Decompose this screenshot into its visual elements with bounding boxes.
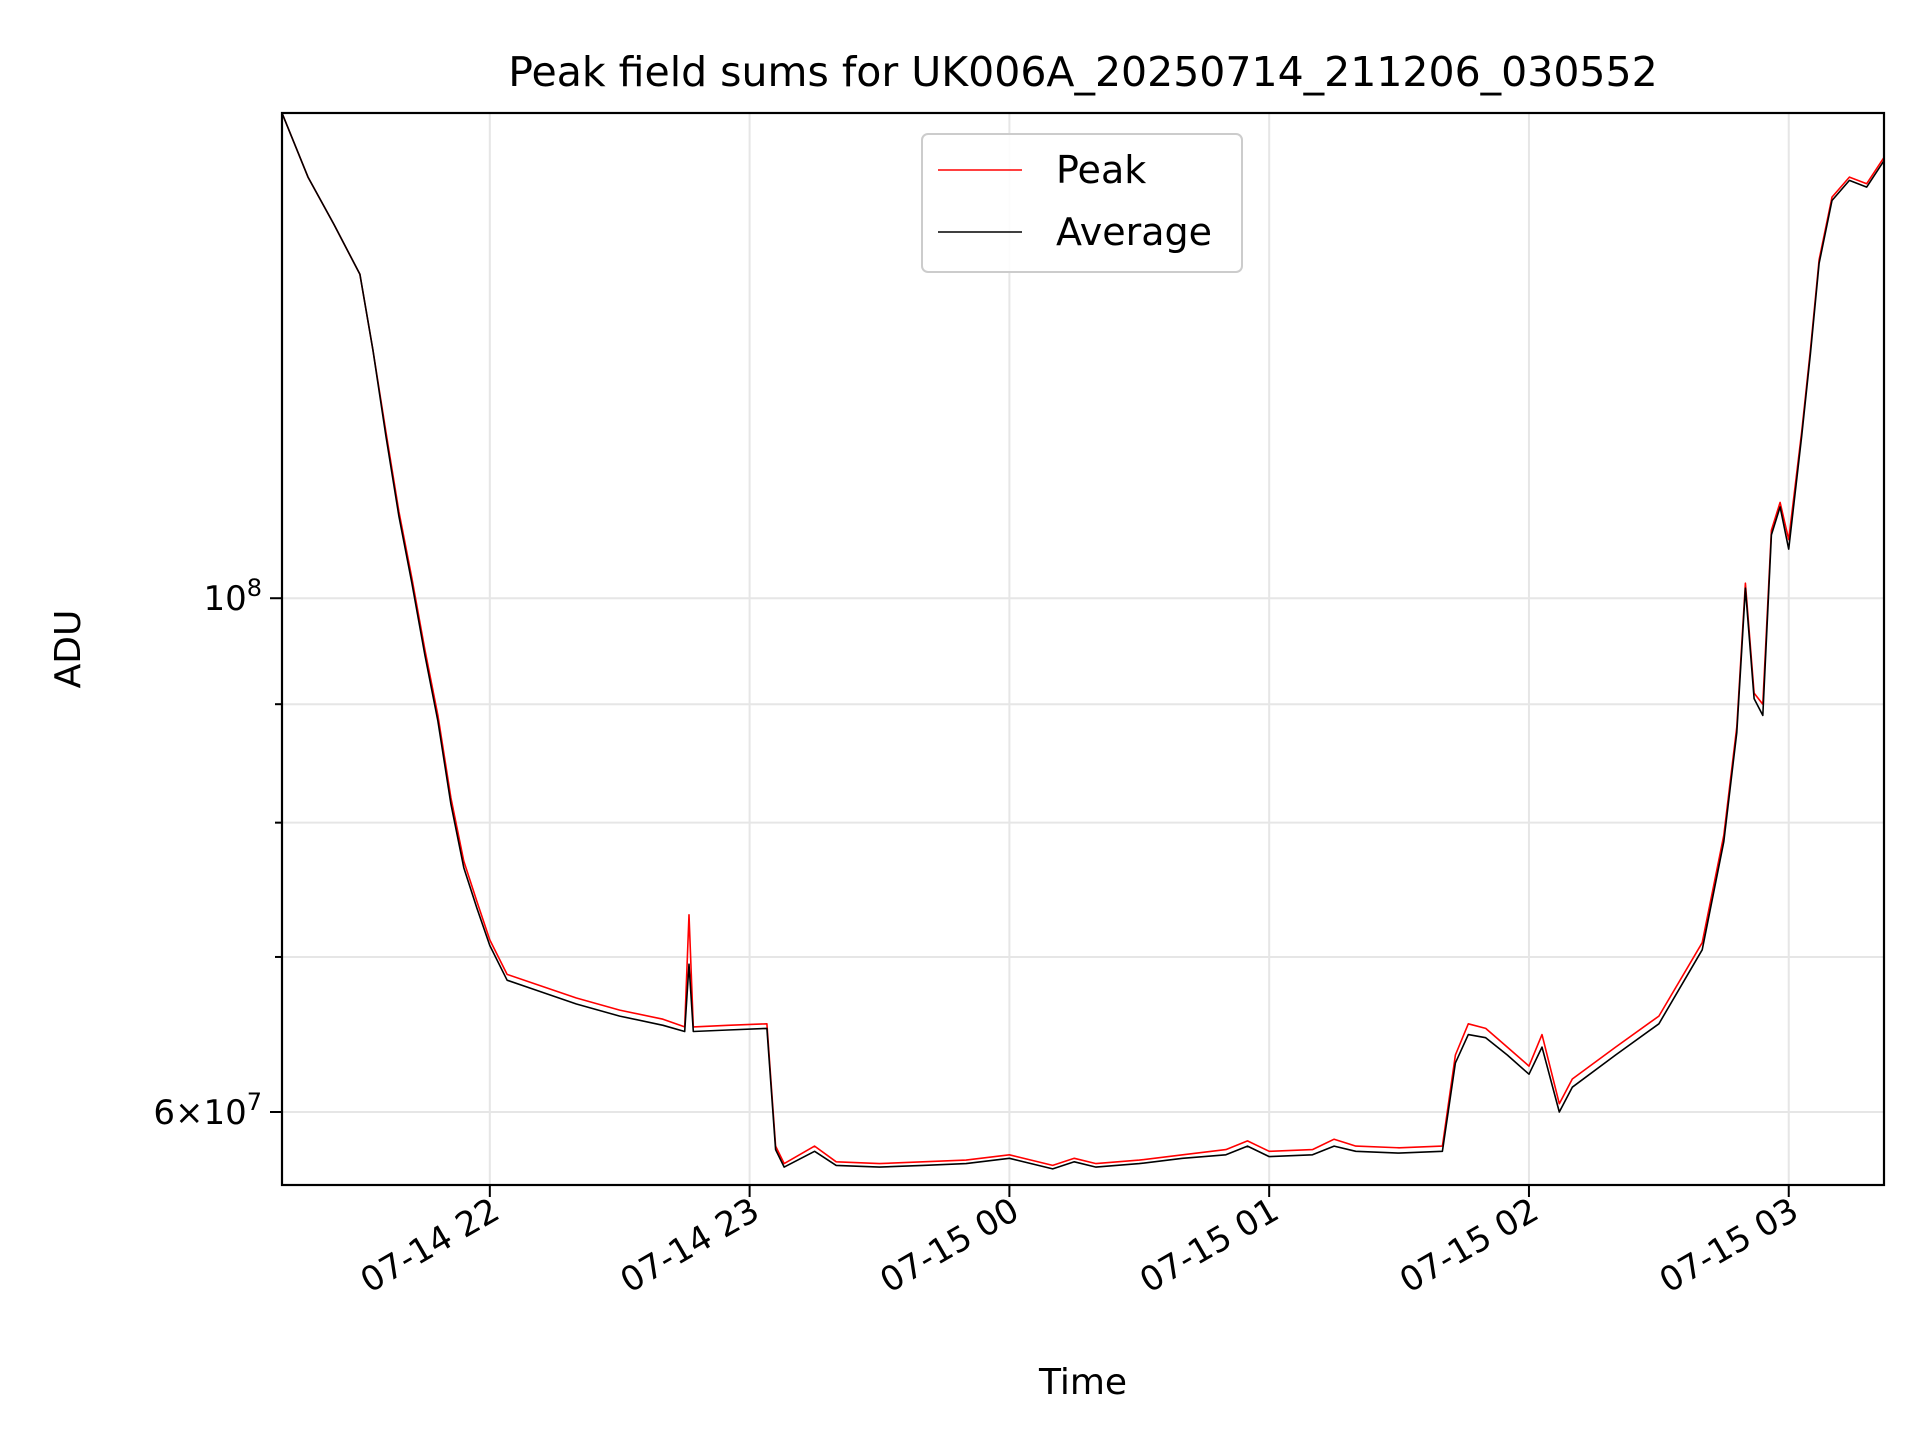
x-axis-label: Time: [1038, 1362, 1127, 1403]
legend: Peak Average: [921, 133, 1243, 273]
y-tick-label: 108: [203, 574, 262, 619]
plot-frame: [280, 111, 1886, 1187]
y-tick-label-exponent: 8: [247, 574, 262, 602]
legend-box: [921, 133, 1243, 273]
series-layer: [282, 113, 1884, 1170]
y-tick-label-exponent: 7: [247, 1088, 262, 1116]
y-tick-label-base: 6: [153, 1093, 175, 1133]
chart-title: Peak field sums for UK006A_20250714_2112…: [508, 48, 1657, 96]
series-line-average: [282, 113, 1884, 1170]
y-tick-label-ten: 10: [203, 579, 246, 619]
legend-label-average: Average: [1056, 210, 1212, 254]
y-tick-label-times: ×: [175, 1093, 204, 1133]
y-tick-label: 6×107: [153, 1088, 262, 1133]
y-tick-label-ten: 10: [203, 1093, 246, 1133]
y-axis-label: ADU: [48, 610, 89, 689]
legend-label-peak: Peak: [1056, 148, 1146, 192]
grid-layer: [282, 113, 1884, 1185]
